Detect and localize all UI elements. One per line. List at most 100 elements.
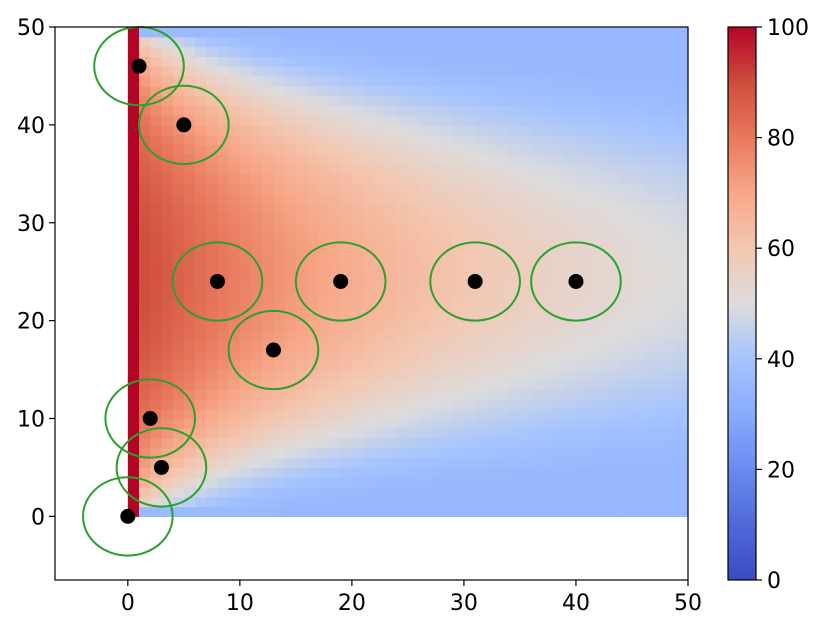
heatmap-cell — [620, 467, 633, 478]
heatmap-cell — [643, 154, 655, 165]
heatmap-cell — [318, 457, 331, 469]
heatmap-cell — [620, 359, 633, 371]
heatmap-cell — [542, 95, 555, 106]
heatmap-cell — [251, 271, 263, 283]
heatmap-cell — [273, 154, 286, 165]
heatmap-cell — [251, 115, 263, 126]
heatmap-cell — [553, 496, 566, 508]
heatmap-cell — [363, 134, 375, 146]
heatmap-cell — [318, 467, 331, 478]
heatmap-cell — [508, 27, 521, 38]
heatmap-cell — [407, 154, 420, 165]
heatmap-cell — [351, 487, 364, 498]
heatmap-cell — [620, 496, 633, 508]
heatmap-cell — [329, 124, 342, 136]
heatmap-cell — [363, 291, 375, 302]
heatmap-cell — [531, 232, 543, 243]
heatmap-cell — [206, 154, 219, 165]
heatmap-cell — [497, 85, 510, 97]
heatmap-cell — [385, 242, 398, 253]
heatmap-cell — [385, 379, 398, 390]
heatmap-cell — [351, 349, 364, 361]
heatmap-cell — [631, 359, 644, 371]
heatmap-cell — [195, 36, 207, 48]
heatmap-cell — [262, 496, 275, 508]
heatmap-cell — [374, 359, 387, 371]
heatmap-cell — [452, 115, 465, 126]
heatmap-cell — [127, 398, 140, 410]
heatmap-cell — [475, 193, 487, 204]
heatmap-cell — [598, 428, 611, 439]
heatmap-cell — [251, 340, 263, 351]
heatmap-cell — [127, 349, 140, 361]
heatmap-cell — [553, 438, 566, 449]
heatmap-cell — [441, 95, 454, 106]
heatmap-cell — [598, 310, 611, 322]
heatmap-cell — [419, 320, 431, 332]
heatmap-cell — [575, 467, 588, 478]
heatmap-cell — [519, 330, 532, 341]
heatmap-cell — [553, 408, 566, 420]
heatmap-cell — [273, 173, 286, 185]
heatmap-cell — [374, 124, 387, 136]
heatmap-cell — [463, 301, 476, 312]
heatmap-cell — [139, 252, 151, 263]
heatmap-cell — [295, 408, 308, 420]
heatmap-cell — [497, 124, 510, 136]
heatmap-cell — [340, 496, 353, 508]
heatmap-cell — [150, 340, 163, 351]
heatmap-cell — [183, 85, 196, 97]
heatmap-cell — [363, 75, 375, 87]
heatmap-cell — [587, 506, 599, 517]
heatmap-cell — [564, 398, 577, 410]
heatmap-cell — [676, 36, 689, 48]
heatmap-cell — [407, 252, 420, 263]
heatmap-cell — [172, 75, 185, 87]
heatmap-cell — [351, 183, 364, 194]
heatmap-cell — [273, 438, 286, 449]
heatmap-cell — [430, 95, 443, 106]
heatmap-cell — [620, 193, 633, 204]
heatmap-cell — [407, 115, 420, 126]
heatmap-cell — [273, 320, 286, 332]
heatmap-cell — [127, 301, 140, 312]
heatmap-cell — [329, 369, 342, 380]
heatmap-cell — [307, 261, 319, 273]
heatmap-cell — [284, 203, 297, 214]
heatmap-cell — [508, 46, 521, 57]
heatmap-cell — [183, 183, 196, 194]
heatmap-cell — [486, 173, 499, 185]
heatmap-cell — [273, 105, 286, 116]
heatmap-cell — [172, 56, 185, 67]
heatmap-cell — [598, 154, 611, 165]
heatmap-cell — [654, 252, 667, 263]
heatmap-cell — [452, 447, 465, 459]
heatmap-cell — [676, 379, 689, 390]
heatmap-cell — [407, 173, 420, 185]
heatmap-cell — [676, 369, 689, 380]
heatmap-cell — [363, 320, 375, 332]
heatmap-cell — [430, 359, 443, 371]
heatmap-cell — [643, 369, 655, 380]
heatmap-cell — [553, 154, 566, 165]
heatmap-cell — [340, 457, 353, 469]
heatmap-cell — [676, 438, 689, 449]
heatmap-cell — [251, 330, 263, 341]
heatmap-cell — [564, 477, 577, 488]
heatmap-cell — [631, 457, 644, 469]
heatmap-cell — [676, 66, 689, 77]
heatmap-cell — [587, 320, 599, 332]
heatmap-cell — [475, 369, 487, 380]
heatmap-cell — [206, 369, 219, 380]
heatmap-cell — [643, 389, 655, 400]
heatmap-cell — [676, 506, 689, 517]
heatmap-cell — [340, 359, 353, 371]
point-circle — [294, 241, 387, 322]
heatmap-cell — [654, 232, 667, 243]
heatmap-cell — [620, 349, 633, 361]
heatmap-cell — [150, 164, 163, 175]
heatmap-cell — [273, 310, 286, 322]
heatmap-cell — [340, 95, 353, 106]
heatmap-cell — [374, 242, 387, 253]
heatmap-cell — [441, 105, 454, 116]
